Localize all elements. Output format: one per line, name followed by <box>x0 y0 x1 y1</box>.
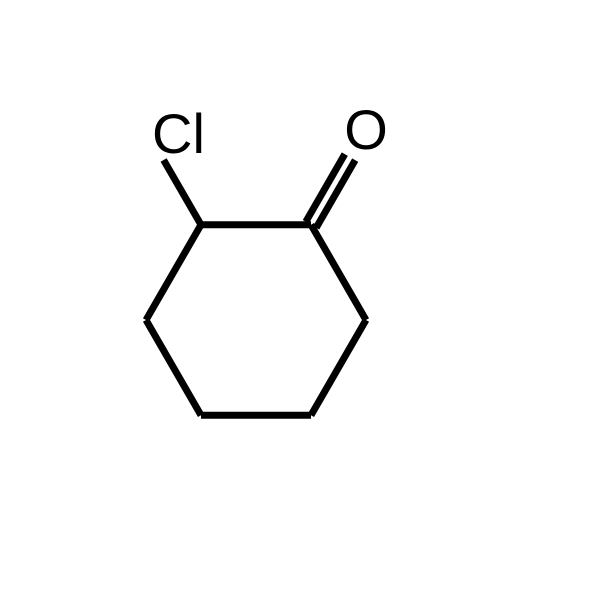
oxygen-label: O <box>344 98 388 161</box>
ring-bond <box>311 225 366 320</box>
ring-bond <box>146 320 201 415</box>
ring-bond <box>311 320 366 415</box>
chlorine-label: Cl <box>152 102 205 165</box>
ring-bond <box>146 225 201 320</box>
molecule-diagram: O Cl <box>0 0 600 600</box>
chlorine-bond <box>164 160 201 225</box>
